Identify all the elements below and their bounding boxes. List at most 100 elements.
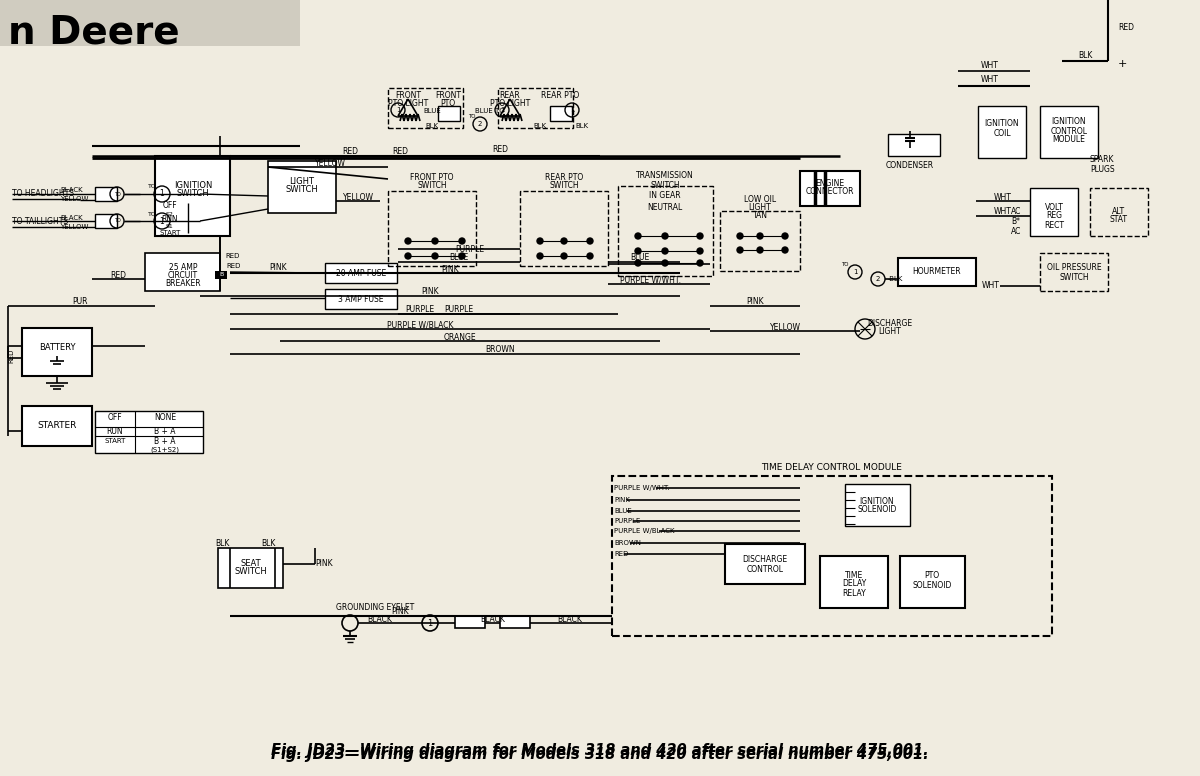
Circle shape [587,253,593,259]
Bar [1090,188,1148,236]
Circle shape [432,253,438,259]
Text: FRONT: FRONT [436,92,461,101]
Circle shape [635,260,641,266]
Text: SWITCH: SWITCH [1060,272,1088,282]
Bar [22,406,92,446]
Bar [725,544,805,584]
Text: FRONT: FRONT [395,92,421,101]
Text: IGNITION: IGNITION [859,497,894,505]
Text: TO HEADLIGHTS: TO HEADLIGHTS [12,189,74,199]
Text: BLK: BLK [534,123,546,129]
Text: PUR: PUR [72,297,88,307]
Text: RECT: RECT [1044,220,1064,230]
Text: 1: 1 [853,269,857,275]
Text: SWITCH: SWITCH [418,181,446,189]
Bar [520,191,608,266]
Text: RELAY: RELAY [842,588,866,598]
Bar [268,161,336,213]
Text: DISCHARGE: DISCHARGE [743,556,787,564]
Text: PTO LIGHT: PTO LIGHT [490,99,530,109]
Text: CONDENSER: CONDENSER [886,161,934,171]
Bar [95,411,203,453]
Bar [845,484,910,526]
Text: TAN: TAN [752,212,768,220]
Circle shape [406,253,410,259]
Text: n Deere: n Deere [8,13,180,51]
Text: MODULE: MODULE [1052,136,1086,144]
Bar [438,106,460,121]
Text: START: START [160,230,181,236]
Bar [388,88,463,128]
Text: 3 AMP FUSE: 3 AMP FUSE [338,295,384,303]
Text: WHT: WHT [994,192,1012,202]
Text: FRONT PTO: FRONT PTO [410,172,454,182]
Text: BLUE: BLUE [424,108,440,114]
Circle shape [782,247,788,253]
Text: BLACK: BLACK [60,187,83,193]
Text: BLK: BLK [576,123,588,129]
Text: SEAT: SEAT [241,559,262,567]
Bar [155,156,230,236]
Text: S1: S1 [166,224,174,230]
Circle shape [458,238,466,244]
Text: AC: AC [1010,227,1021,235]
Bar [325,289,397,309]
Text: REG: REG [1046,212,1062,220]
Text: (S1+S2): (S1+S2) [150,447,180,453]
Text: RED: RED [226,263,240,269]
Text: HOURMETER: HOURMETER [913,268,961,276]
Circle shape [737,247,743,253]
Text: REAR PTO: REAR PTO [545,172,583,182]
Bar [720,211,800,271]
Text: 1: 1 [427,618,433,628]
Text: ORANGE: ORANGE [444,332,476,341]
Circle shape [782,233,788,239]
Text: PTO LIGHT: PTO LIGHT [388,99,428,109]
Text: IGNITION: IGNITION [1051,117,1086,126]
Bar [820,556,888,608]
Text: BLACK: BLACK [367,615,392,623]
Text: PURPLE W/WHT.: PURPLE W/WHT. [619,275,680,285]
Text: RUN: RUN [162,216,179,224]
Text: BLACK: BLACK [558,615,582,623]
Text: TO: TO [468,115,475,120]
Text: BATTERY: BATTERY [38,344,76,352]
Text: PINK: PINK [269,264,287,272]
Text: RED: RED [226,253,239,259]
Text: SWITCH: SWITCH [235,566,268,576]
Text: PURPLE: PURPLE [614,518,641,524]
Circle shape [538,238,542,244]
Text: TO TAILLIGHTS: TO TAILLIGHTS [12,217,68,226]
Text: PURPLE W/BLACK: PURPLE W/BLACK [386,320,454,330]
Circle shape [562,253,568,259]
Text: B + A: B + A [155,427,175,435]
Bar [900,556,965,608]
Text: YELLOW: YELLOW [314,158,346,168]
Text: NONE: NONE [154,414,176,422]
Circle shape [562,238,568,244]
Text: 1: 1 [570,107,575,113]
Text: RUN: RUN [107,427,124,435]
Circle shape [432,238,438,244]
Text: DISCHARGE: DISCHARGE [868,320,912,328]
Text: CONNECTOR: CONNECTOR [805,188,854,196]
Text: BLACK: BLACK [60,215,83,221]
Text: +: + [1118,59,1127,69]
Text: TO: TO [148,185,156,189]
Text: WHT: WHT [982,282,1000,290]
Text: 2: 2 [876,276,880,282]
Text: OIL PRESSURE: OIL PRESSURE [1046,264,1102,272]
Text: NEUTRAL: NEUTRAL [647,203,683,213]
Text: -BLK: -BLK [888,276,904,282]
Text: CONTROL: CONTROL [1050,126,1087,136]
Circle shape [697,260,703,266]
Text: TO: TO [114,192,120,196]
Circle shape [662,260,668,266]
Text: 2: 2 [478,121,482,127]
Text: 1: 1 [499,107,504,113]
Text: SWITCH: SWITCH [650,181,680,189]
Text: PINK: PINK [391,608,409,616]
Bar [388,191,476,266]
Text: RED: RED [8,349,14,363]
Circle shape [757,247,763,253]
